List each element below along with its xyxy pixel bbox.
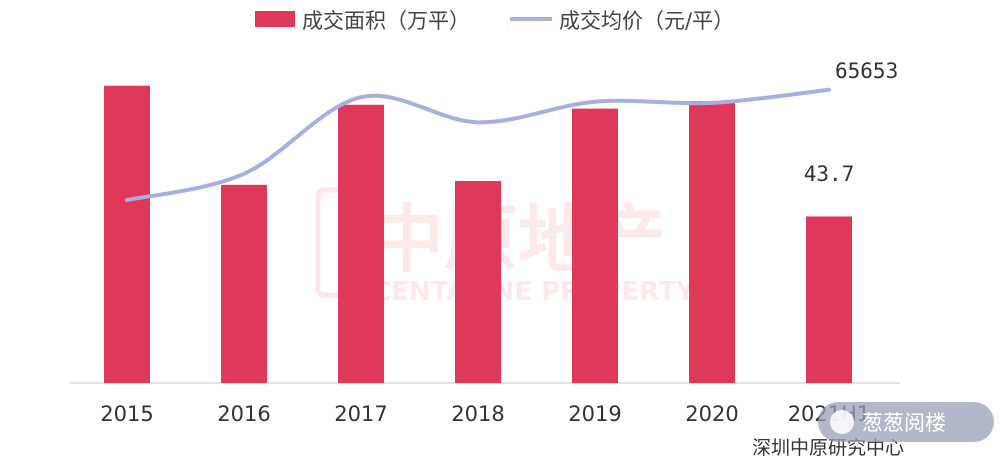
x-tick-2020: 2020 [685,402,738,426]
chat-bubble-icon [830,410,854,434]
source-text: 深圳中原研究中心 [752,437,904,459]
legend-swatch-bars [255,11,295,27]
watermark-en: CENTALINE PROPERTY [372,277,696,307]
bars-layer [104,85,852,384]
x-tick-labels: 2015201620172018201920202021H1 [100,402,870,426]
x-tick-2018: 2018 [451,402,504,426]
bar-2018 [455,181,501,383]
data-label-line-last: 65653 [835,59,898,83]
legend-label-bars: 成交面积（万平） [302,9,470,33]
watermark-cn: 中原地产 [370,197,666,283]
x-tick-2017: 2017 [334,402,387,426]
x-tick-2016: 2016 [217,402,270,426]
bar-2021H1 [806,216,852,383]
bar-2017 [338,104,384,384]
line-layer [125,87,831,203]
badge: 葱葱阅楼 [818,402,994,442]
bar-2019 [572,108,618,383]
x-tick-2019: 2019 [568,402,621,426]
bar-2016 [221,184,267,383]
bar-2015 [104,85,150,383]
data-label-bar-last: 43.7 [804,162,855,186]
badge-text: 葱葱阅楼 [862,411,946,435]
x-tick-2015: 2015 [100,402,153,426]
bar-2020 [689,100,735,383]
legend-label-line: 成交均价（元/平） [559,9,734,33]
series-line-price [125,87,831,203]
legend: 成交面积（万平） 成交均价（元/平） [255,9,734,33]
